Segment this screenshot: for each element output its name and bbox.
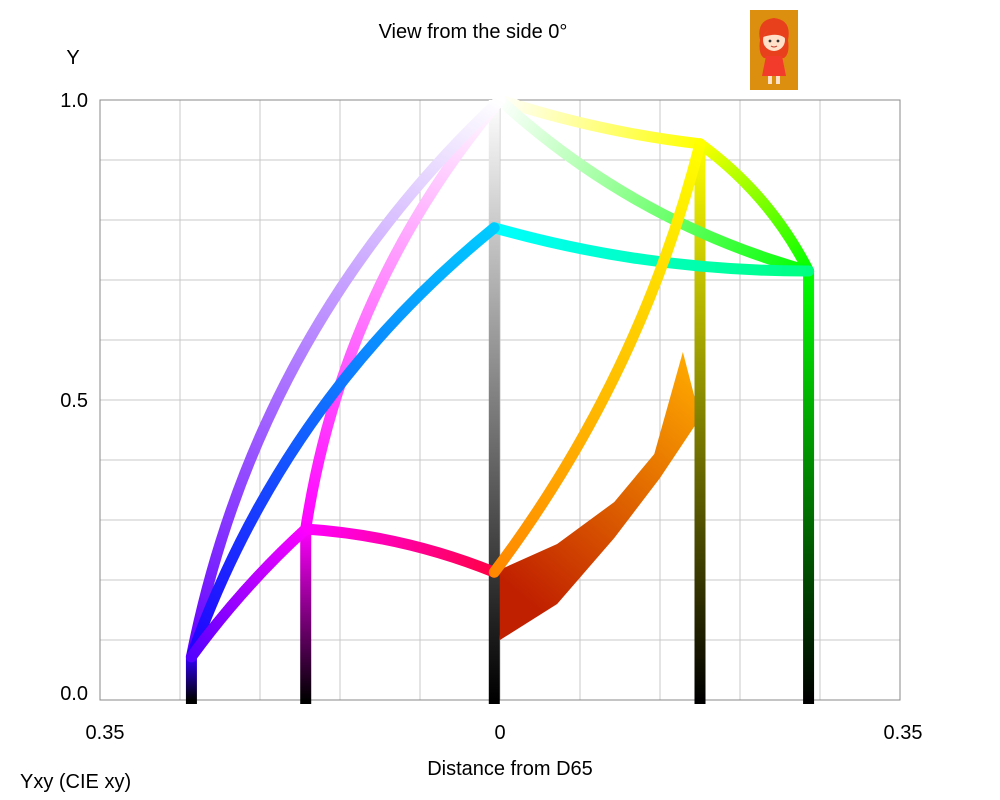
y-tick-label: 0.0 (60, 683, 88, 705)
edge-white-blue (185, 94, 506, 663)
chart-title: View from the side 0° (379, 21, 568, 43)
edge-white-yellow (494, 94, 706, 150)
x-tick-label: 0 (494, 722, 505, 744)
edge-cyan-blue (185, 222, 500, 663)
y-tick-label: 0.5 (60, 390, 88, 412)
x-tick-label: 0.35 (86, 722, 125, 744)
edge-magenta-blue (185, 523, 312, 663)
x-axis-label: Distance from D65 (427, 758, 593, 780)
edge-white-green (494, 94, 815, 277)
edge-yellow-red (488, 138, 706, 578)
girl-avatar-icon (750, 10, 798, 90)
edge-white-magenta (300, 94, 506, 535)
color-space-label: Yxy (CIE xy) (20, 771, 131, 793)
filled-region (494, 352, 700, 640)
gamut-edges (185, 94, 815, 663)
edge-cyan-green (488, 222, 815, 277)
y-tick-label: 1.0 (60, 90, 88, 112)
edge-magenta-red (300, 523, 500, 578)
x-tick-label: 0.35 (884, 722, 923, 744)
surface-fill (494, 352, 700, 640)
y-axis-label: Y (66, 47, 79, 69)
edge-yellow-green (694, 138, 815, 277)
